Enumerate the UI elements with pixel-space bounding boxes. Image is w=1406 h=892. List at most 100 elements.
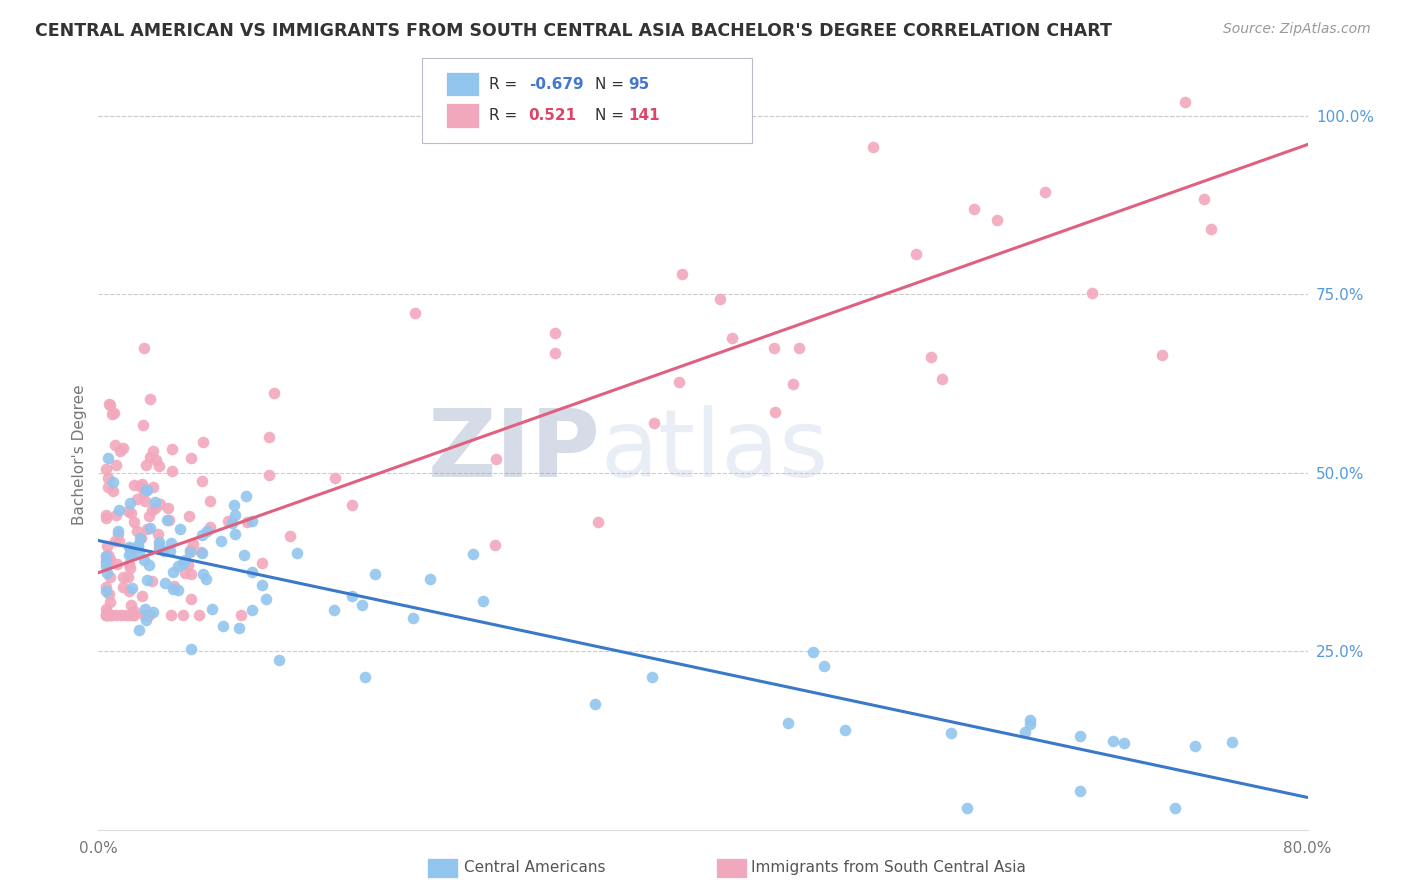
Point [180,591,202,606]
Point [107,558,129,572]
Text: Source: ZipAtlas.com: Source: ZipAtlas.com [1223,22,1371,37]
Point [118,561,141,575]
Point [108,534,131,549]
Point [94,508,117,523]
Point [229,608,252,623]
Point [169,523,191,537]
Point [201,601,224,615]
Point [153,544,176,558]
Point [583,697,606,711]
Point [179,545,201,559]
Point [782,376,804,391]
Point [135,458,157,473]
Point [98,570,121,584]
Point [250,578,273,592]
Point [135,608,157,623]
Point [920,350,942,364]
Point [105,508,128,522]
Point [121,608,143,623]
Text: -0.679: -0.679 [529,77,583,92]
Point [640,670,662,684]
Point [94,580,117,594]
Point [107,524,129,538]
Point [128,546,150,560]
Point [1101,733,1123,747]
Point [1192,192,1215,206]
Point [129,531,152,545]
Point [101,475,124,490]
Point [188,608,211,623]
Point [162,565,184,579]
Point [463,548,485,562]
Point [267,653,290,667]
Point [135,573,157,587]
Point [96,566,118,580]
Point [904,247,927,261]
Point [191,474,214,488]
Point [191,546,214,560]
Point [124,515,146,529]
Point [118,557,141,571]
Point [97,451,120,466]
Point [145,453,167,467]
Point [98,398,121,412]
Point [963,202,986,217]
Point [236,515,259,529]
Point [148,459,170,474]
Point [180,641,202,656]
Point [1069,729,1091,743]
Point [181,537,204,551]
Point [118,495,141,509]
Point [209,534,232,549]
Point [141,574,163,588]
Point [159,536,181,550]
Point [148,542,170,557]
Point [111,569,134,583]
Point [240,565,263,579]
Point [131,590,153,604]
Point [159,544,181,558]
Point [142,480,165,494]
Y-axis label: Bachelor's Degree: Bachelor's Degree [72,384,87,525]
Point [1199,222,1222,236]
Point [801,645,824,659]
Point [401,611,423,625]
Point [254,592,277,607]
Point [139,521,162,535]
Point [709,292,731,306]
Text: 141: 141 [628,108,659,123]
Point [162,582,184,596]
Point [588,516,610,530]
Point [118,548,141,562]
Point [278,529,301,543]
Point [134,602,156,616]
Point [101,484,124,499]
Point [160,442,183,456]
Point [179,543,201,558]
Point [1019,713,1042,727]
Point [167,583,190,598]
Text: N =: N = [595,108,628,123]
Point [1014,724,1036,739]
Point [105,608,128,623]
Point [156,501,179,516]
Point [98,608,121,623]
Point [172,556,194,570]
Point [190,528,212,542]
Point [115,608,138,623]
Point [143,500,166,515]
Point [104,533,127,548]
Point [135,483,157,497]
Point [221,516,243,531]
Point [142,443,165,458]
Point [97,470,120,484]
Point [160,608,183,623]
Point [224,526,246,541]
Point [146,527,169,541]
Point [122,478,145,492]
Point [98,552,121,566]
Point [257,430,280,444]
Text: 0.521: 0.521 [529,108,576,123]
Point [763,405,786,419]
Point [118,584,141,599]
